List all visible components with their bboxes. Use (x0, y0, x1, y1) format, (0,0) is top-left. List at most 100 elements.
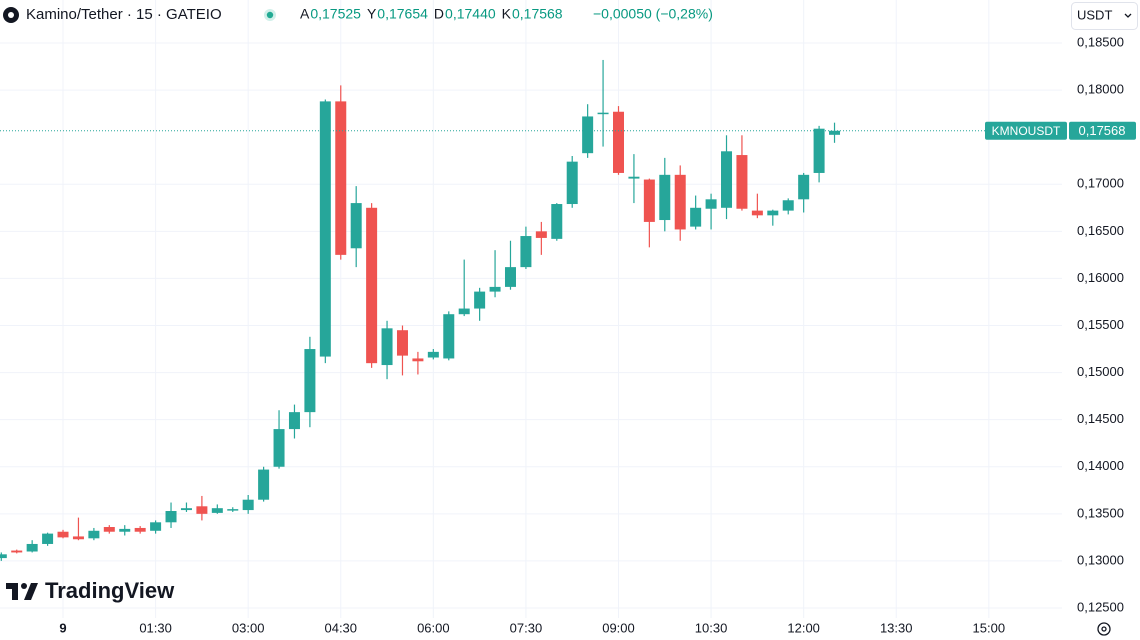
candle-body (26, 543, 38, 552)
candle-body (227, 509, 239, 511)
symbol-badge (985, 121, 1067, 140)
y-tick-label: 0,16000 (1077, 270, 1124, 285)
header: Kamino/Tether · 15 · GATEIO A 0,17525 Y 0,1… (3, 6, 713, 23)
x-tick-label: 9 (59, 620, 66, 635)
candle-body (705, 199, 717, 209)
x-tick-label: 01:30 (139, 620, 172, 635)
y-tick-label: 0,17000 (1077, 176, 1124, 191)
candle-body (643, 179, 655, 222)
y-tick-label: 0,13500 (1077, 505, 1124, 520)
x-tick-label: 09:00 (602, 620, 635, 635)
candle-body (597, 112, 609, 115)
status-dot (266, 11, 274, 19)
currency-button[interactable]: USDT (1071, 2, 1138, 30)
candle-body (458, 308, 470, 315)
ohlc-value: 0,17654 (377, 6, 428, 22)
candle-body (288, 412, 300, 430)
y-tick-label: 0,15000 (1077, 364, 1124, 379)
currency-chevron[interactable] (1124, 13, 1132, 18)
candle-body (242, 499, 254, 511)
price-change: −0,00050 (−0,28%) (593, 6, 713, 22)
x-tick-label: 04:30 (324, 620, 357, 635)
candle-body (736, 155, 748, 209)
x-tick-label: 12:00 (787, 620, 820, 635)
candle-body (350, 203, 362, 249)
candle-body (258, 469, 270, 500)
candle-body (690, 207, 702, 227)
currency-button-box[interactable] (1071, 2, 1138, 30)
ohlc-key: A (300, 6, 310, 22)
candle-body (180, 508, 192, 511)
y-tick-label: 0,18500 (1077, 34, 1124, 49)
settings-icon[interactable] (1097, 622, 1111, 636)
candle-body (520, 236, 532, 268)
symbol-badge-text: KMNOUSDT (992, 124, 1061, 138)
candle-body (474, 291, 486, 309)
settings-ring[interactable] (1097, 622, 1111, 636)
candle-body (11, 550, 23, 553)
tradingview-logo: TradingView (6, 578, 175, 603)
logo-mark-dot (21, 583, 27, 589)
candle-body (119, 528, 131, 532)
grid-layer (0, 0, 1062, 618)
candle-body (582, 116, 594, 154)
y-tick-label: 0,14000 (1077, 458, 1124, 473)
price-badge-text: 0,17568 (1079, 123, 1126, 138)
candle-body (103, 527, 115, 532)
candle-body (88, 530, 100, 539)
currency-label[interactable]: USDT (1077, 7, 1112, 22)
candle-body (551, 204, 563, 239)
axis-layer: 0,12500 0,13000 0,13500 0,14000 0,14500 0,150… (59, 34, 1136, 635)
candle-body (0, 554, 7, 559)
candle-body (211, 508, 223, 513)
x-tick-label: 15:00 (973, 620, 1006, 635)
candle-body (489, 286, 501, 292)
candle-body (721, 151, 733, 208)
ohlc-key: Y (367, 6, 377, 22)
candle-body (412, 358, 424, 362)
candle-body (813, 128, 825, 173)
candle-layer (0, 59, 1068, 561)
candle-body (196, 506, 208, 514)
candle-body (628, 176, 640, 179)
ohlc-key: D (434, 6, 444, 22)
x-tick-label: 07:30 (510, 620, 543, 635)
candle-body (659, 174, 671, 221)
candle-body (535, 231, 547, 238)
candle-body (57, 531, 69, 538)
logo-mark-v (24, 583, 38, 600)
candle-body (273, 429, 285, 467)
x-tick-label: 10:30 (695, 620, 728, 635)
candle-body (504, 267, 516, 287)
candle-body (443, 314, 455, 359)
candle-body (134, 527, 146, 532)
ohlc-value: 0,17568 (512, 6, 563, 22)
settings-core[interactable] (1101, 626, 1107, 632)
candle-body (798, 174, 810, 200)
ohlc-key: K (502, 6, 512, 22)
logo-mark-t (6, 583, 18, 600)
candle-body (829, 130, 841, 135)
ohlc-value: 0,17525 (310, 6, 361, 22)
y-tick-label: 0,16500 (1077, 223, 1124, 238)
price-badge (1069, 121, 1136, 140)
y-tick-label: 0,13000 (1077, 552, 1124, 567)
x-tick-label: 06:00 (417, 620, 450, 635)
candle-body (335, 101, 347, 255)
y-tick-label: 0,12500 (1077, 599, 1124, 614)
symbol-title: Kamino/Tether · 15 · GATEIO (26, 6, 222, 23)
candle-body (150, 522, 162, 531)
y-tick-label: 0,15500 (1077, 317, 1124, 332)
candle-body (396, 330, 408, 356)
ohlc-value: 0,17440 (445, 6, 496, 22)
symbol-icon-dot (8, 12, 14, 18)
candle-body (613, 111, 624, 173)
candle-body (319, 101, 331, 357)
y-tick-label: 0,14500 (1077, 411, 1124, 426)
candle-body (751, 210, 763, 216)
candle-body (674, 174, 686, 230)
candle-body (366, 207, 378, 364)
candle-body (566, 161, 578, 205)
ohlc-values: A 0,17525 Y 0,17654 D 0,17440 K 0,17568 (300, 6, 563, 22)
